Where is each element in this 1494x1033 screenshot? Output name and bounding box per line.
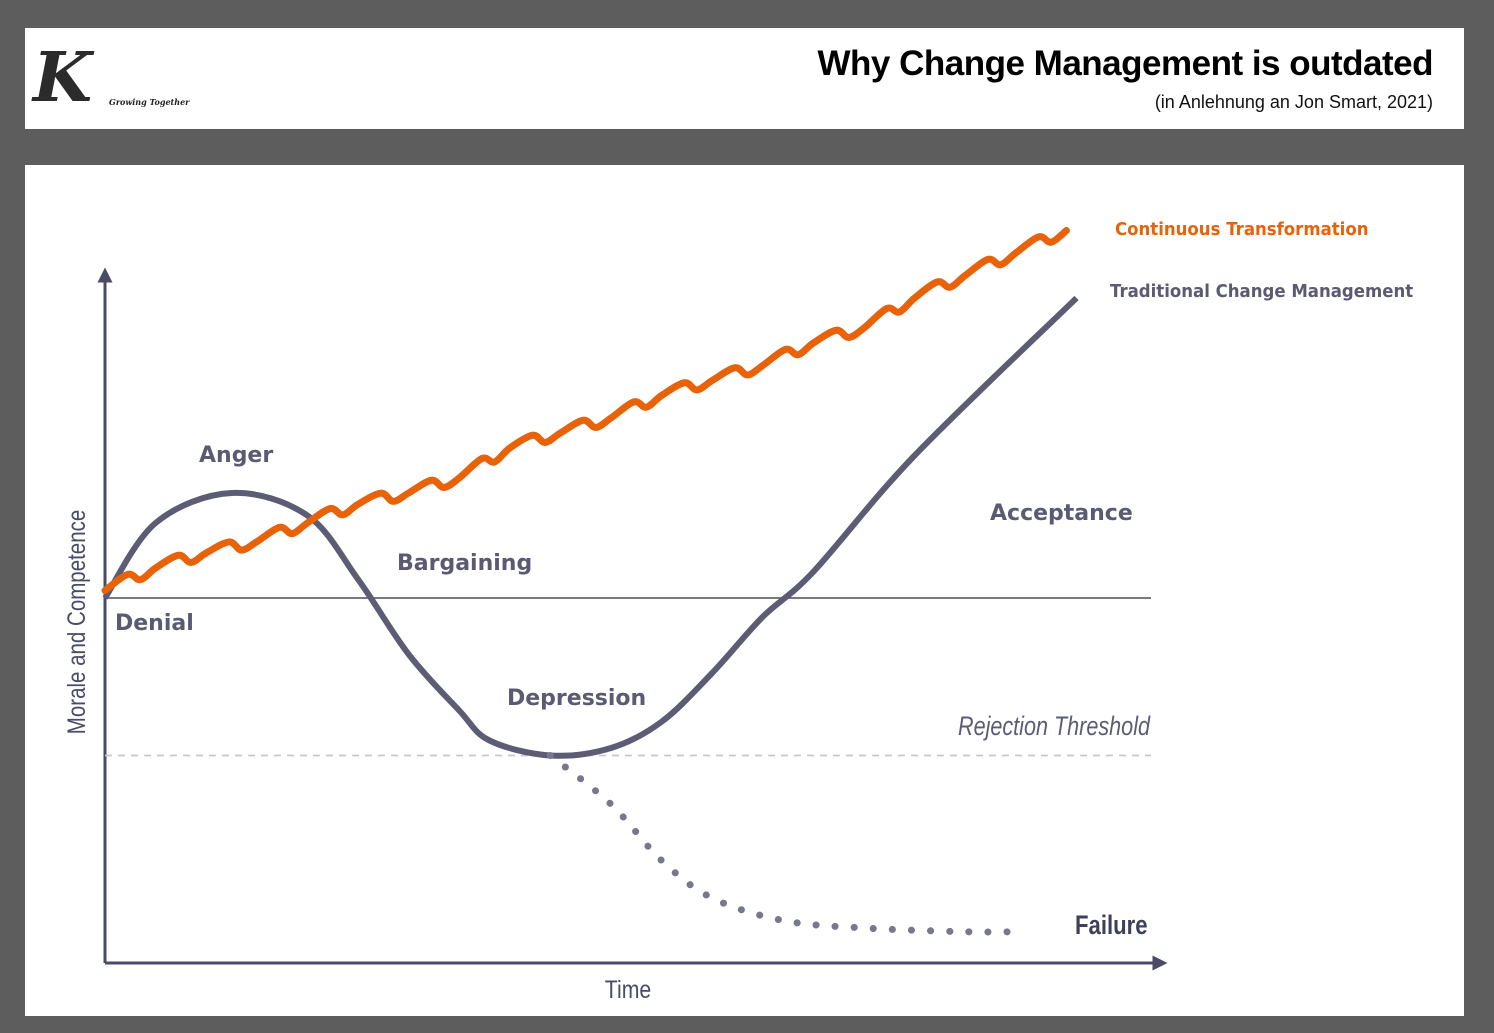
label-denial: Denial bbox=[115, 611, 194, 636]
label-depression: Depression bbox=[507, 686, 646, 711]
logo-tagline: Growing Together bbox=[109, 97, 190, 107]
legend-traditional-change-management: Traditional Change Management bbox=[1110, 281, 1413, 302]
rejection-threshold-label: Rejection Threshold bbox=[958, 712, 1151, 742]
chart-panel: Morale and Competence Time Rejection Thr… bbox=[25, 165, 1464, 1016]
x-axis-label: Time bbox=[605, 975, 651, 1003]
series-continuous-transformation bbox=[101, 227, 1070, 594]
y-axis-label: Morale and Competence bbox=[62, 510, 90, 734]
label-anger: Anger bbox=[199, 443, 273, 468]
logo: K Growing Together bbox=[33, 38, 203, 118]
label-acceptance: Acceptance bbox=[990, 501, 1133, 526]
label-failure: Failure bbox=[1075, 911, 1148, 941]
series-traditional-change-management bbox=[102, 295, 1079, 759]
legend-continuous-transformation: Continuous Transformation bbox=[1115, 219, 1368, 240]
label-bargaining: Bargaining bbox=[397, 551, 532, 576]
logo-letter: K bbox=[33, 38, 92, 118]
page-subtitle: (in Anlehnung an Jon Smart, 2021) bbox=[1154, 92, 1433, 112]
series-failure bbox=[546, 752, 1020, 936]
header-panel: K Growing Together Why Change Management… bbox=[25, 28, 1464, 129]
page-title: Why Change Management is outdated bbox=[817, 44, 1434, 83]
change-curve-chart: Morale and Competence Time Rejection Thr… bbox=[62, 219, 1413, 1003]
